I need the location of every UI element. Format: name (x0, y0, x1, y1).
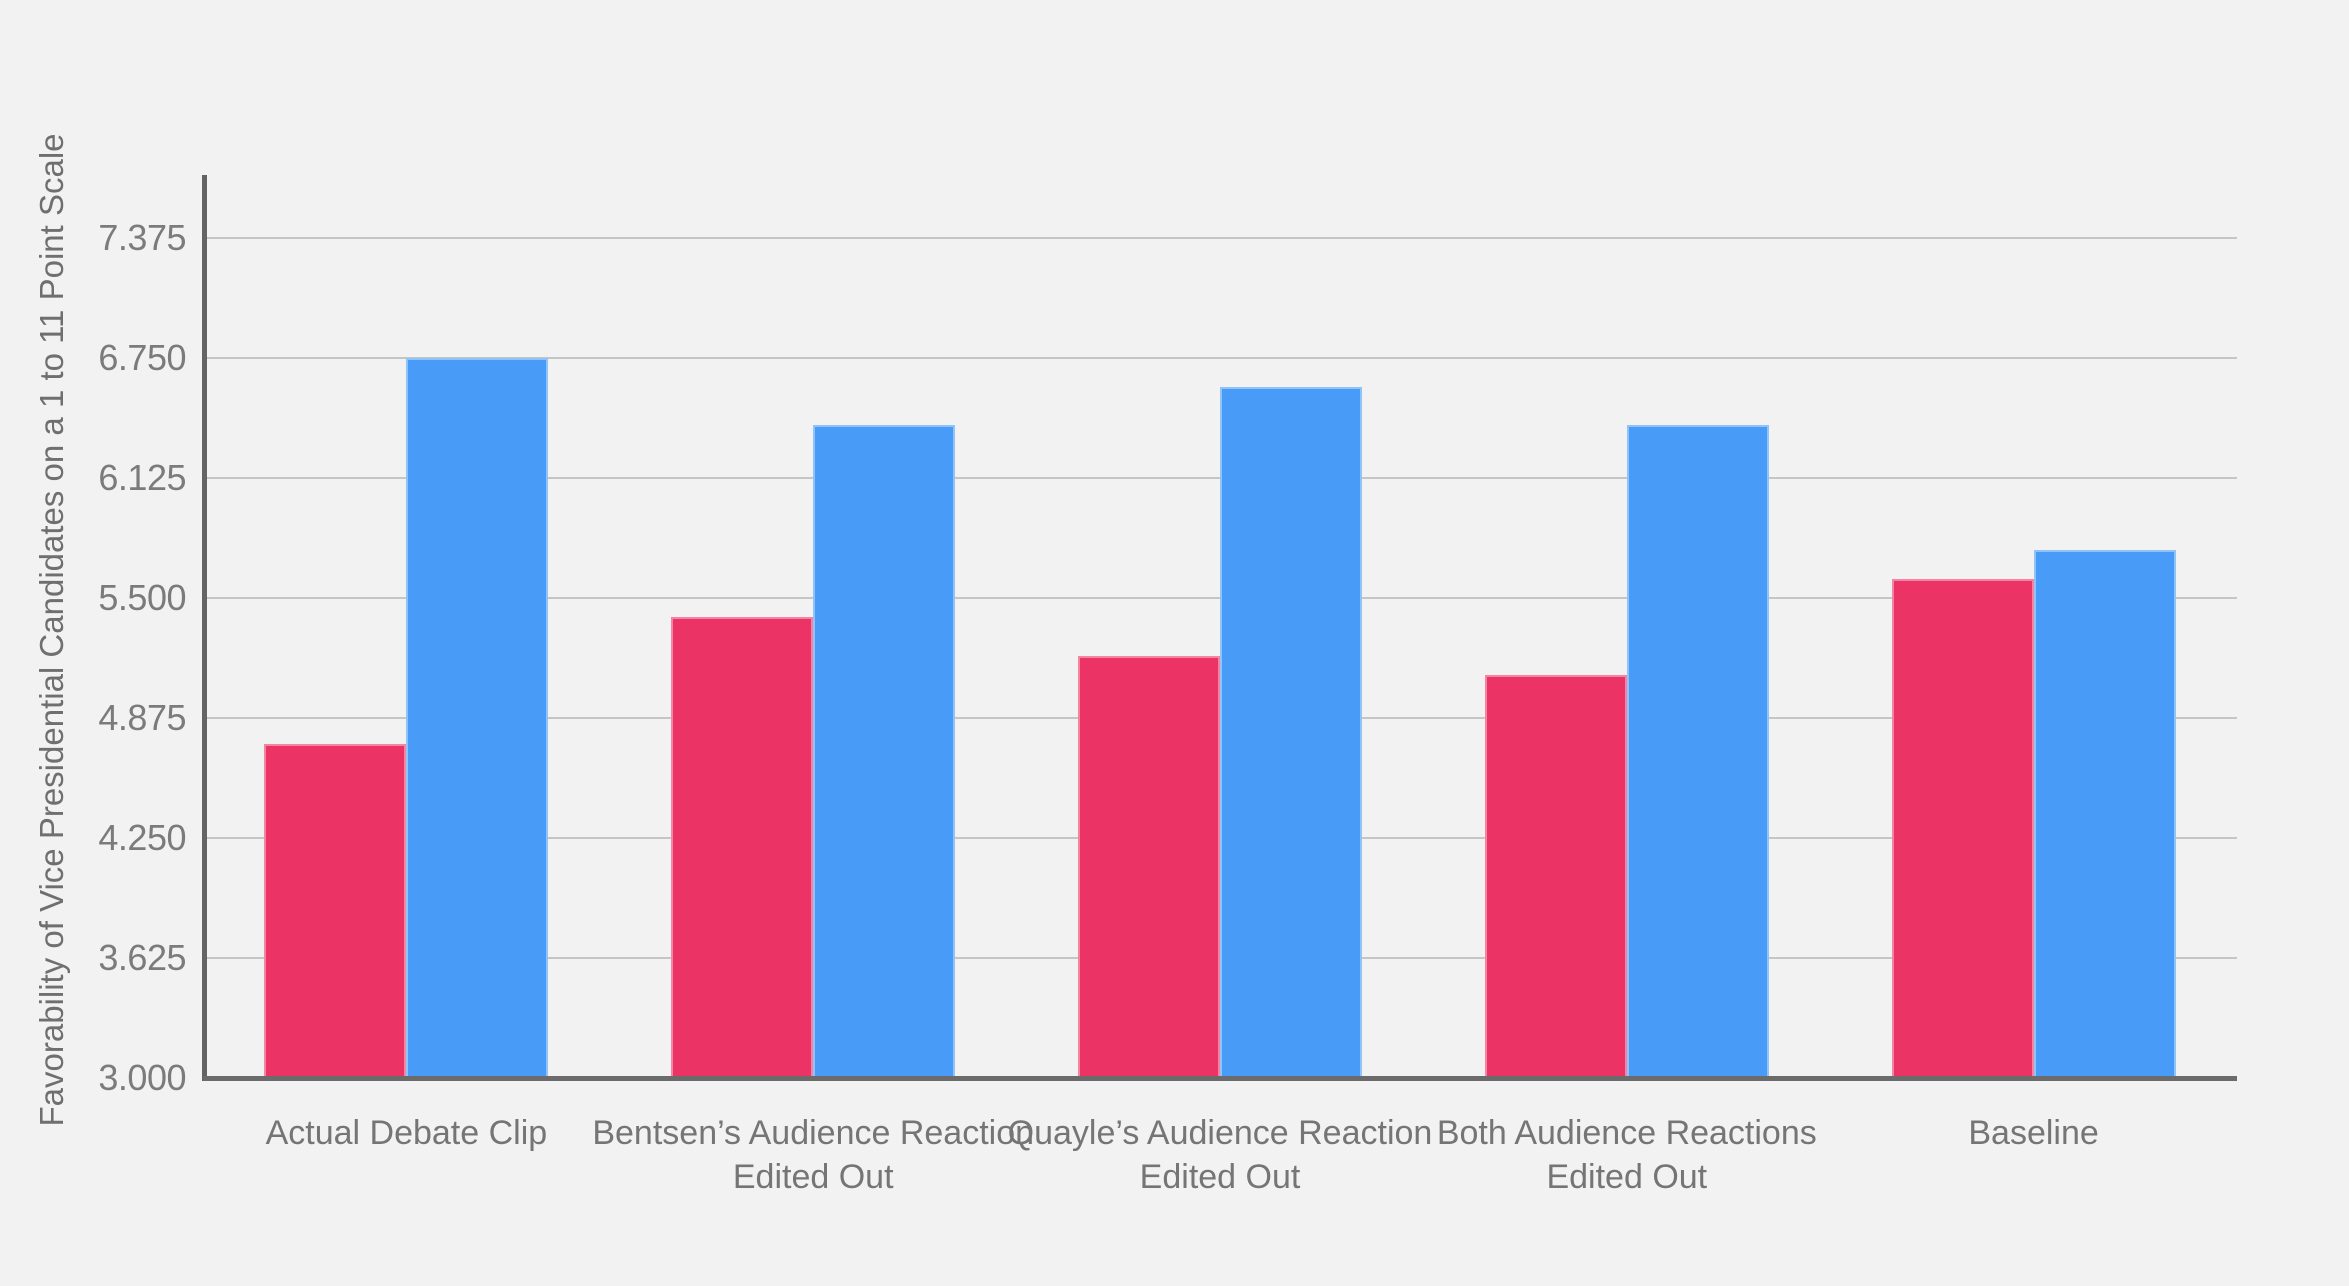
x-axis-label: Both Audience Reactions Edited Out (1436, 1114, 1817, 1196)
bar-red-2 (671, 617, 814, 1078)
gridline (203, 237, 2237, 239)
x-axis-line (203, 1076, 2237, 1081)
y-tick-label: 3.625 (98, 937, 186, 978)
y-axis-line (202, 175, 207, 1081)
x-axis-label: Quayle’s Audience Reaction Edited Out (1007, 1114, 1433, 1196)
bar-red-5 (1891, 578, 2034, 1078)
x-axis-label: Baseline (1968, 1114, 2099, 1152)
bar-red-3 (1078, 655, 1220, 1078)
x-axis-label: Actual Debate Clip (265, 1114, 548, 1152)
gridline (203, 357, 2237, 359)
y-tick-label: 5.500 (98, 577, 186, 618)
bar-red-1 (264, 743, 407, 1078)
y-tick-label: 7.375 (98, 217, 186, 258)
bar-red-4 (1484, 674, 1627, 1078)
plot-area (203, 175, 2237, 1078)
y-tick-label: 4.250 (98, 817, 186, 858)
y-tick-label: 6.125 (98, 457, 186, 498)
bar-blue-1 (406, 358, 549, 1078)
x-axis-label: Bentsen’s Audience Reaction Edited Out (592, 1114, 1035, 1196)
bar-blue-4 (1626, 425, 1769, 1078)
y-axis-title: Favorability of Vice Presidential Candid… (33, 133, 70, 1127)
y-tick-label: 3.000 (98, 1057, 186, 1098)
bar-blue-5 (2033, 550, 2176, 1078)
bar-blue-2 (813, 425, 956, 1078)
y-tick-label: 4.875 (98, 697, 186, 738)
bar-blue-3 (1220, 386, 1362, 1078)
y-tick-label: 6.750 (98, 337, 186, 378)
